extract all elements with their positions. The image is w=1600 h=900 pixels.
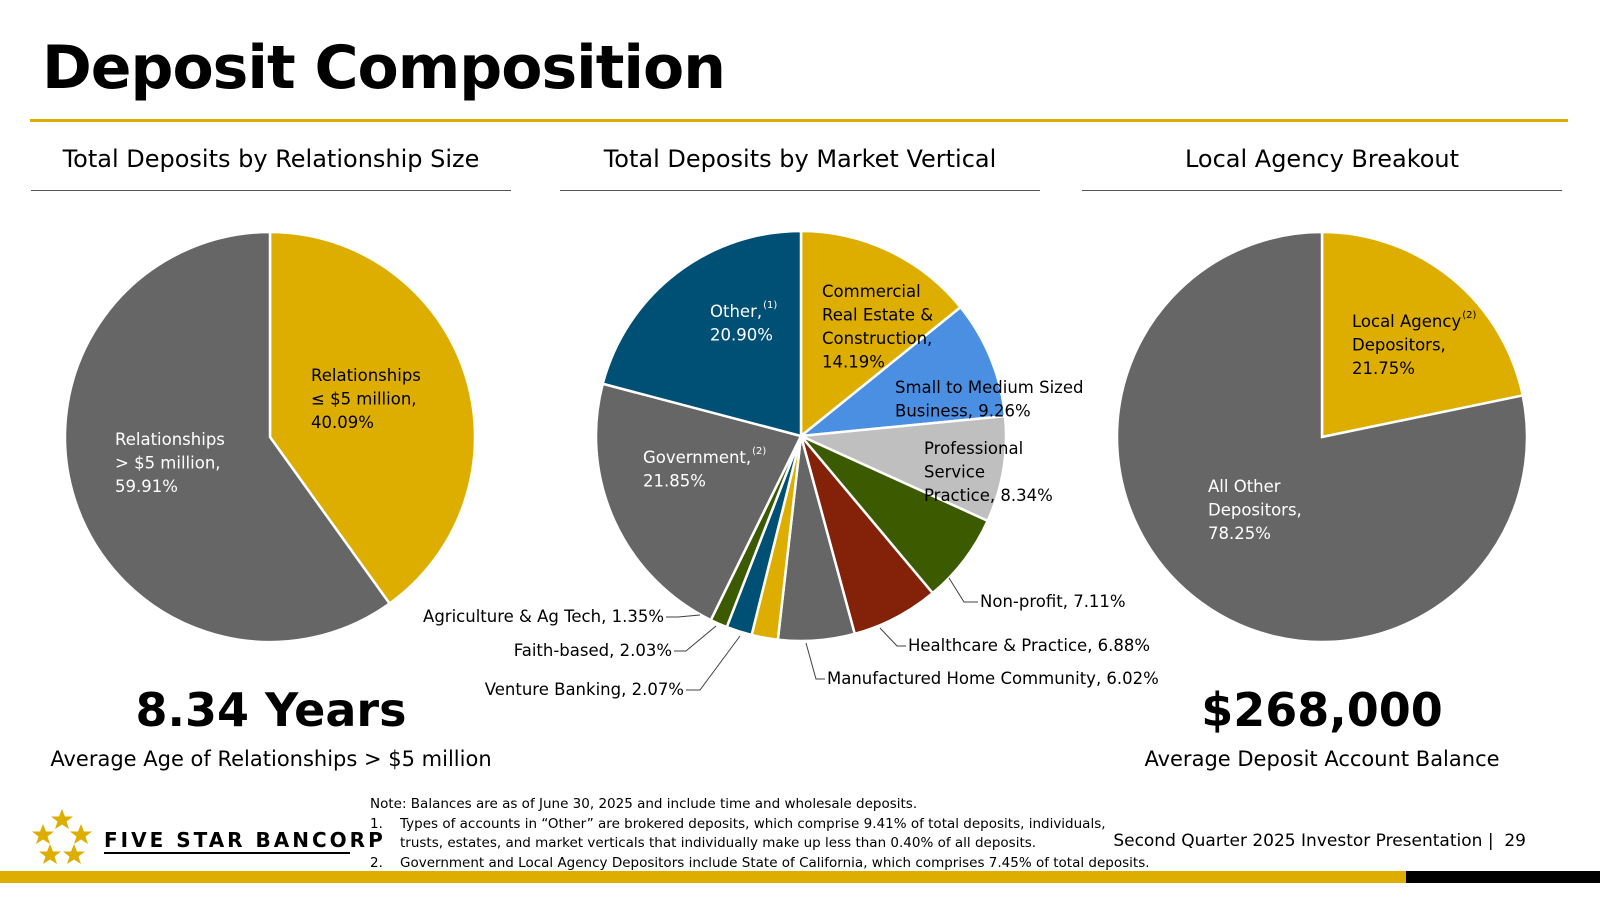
five-star-logo-icon (32, 809, 92, 864)
footer: Second Quarter 2025 Investor Presentatio… (1113, 831, 1526, 851)
pie2-leader-line (666, 614, 701, 618)
pie2-leader-line (674, 625, 717, 652)
pie2-leader-line (805, 642, 825, 680)
pie3-footnote-marker: (2) (1462, 310, 1476, 321)
avg-age-value: 8.34 Years (135, 683, 407, 737)
pie2-label-small-to-medium-sized-business-9-26: Small to Medium Sized Business, 9.26% (895, 378, 1083, 421)
pie2-leader-line (686, 635, 741, 691)
pie2-label-faith-based-2-03: Faith-based, 2.03% (514, 641, 672, 660)
pie2-slice-government-21-85 (594, 382, 803, 622)
pie3-slice-all-other-depositors-78-25 (1115, 230, 1529, 644)
pie2-label-non-profit-7-11: Non-profit, 7.11% (980, 592, 1126, 611)
logo-text: FIVE STAR BANCORP (104, 828, 386, 852)
pie2-slice-other-20-90 (601, 229, 803, 438)
logo-underline (104, 852, 350, 854)
pie2-label-agriculture-ag-tech-1-35: Agriculture & Ag Tech, 1.35% (423, 607, 664, 626)
header-relationship-size: Total Deposits by Relationship Size (62, 145, 480, 173)
pie2-slice-professional-service-practice-8-34 (796, 414, 1008, 523)
header-market-vertical: Total Deposits by Market Vertical (603, 145, 997, 173)
pie2-label-manufactured-home-community-6-02: Manufactured Home Community, 6.02% (827, 669, 1159, 688)
pie3-label-local-agency-depositors-21-75: Local Agency Depositors, 21.75% (1352, 312, 1461, 378)
page-title: Deposit Composition (42, 33, 726, 103)
note-2-text: Government and Local Agency Depositors i… (400, 854, 1150, 871)
pie2-footnote-marker: (2) (752, 446, 766, 457)
pie1-slice-relationships-5-million-59-91 (63, 230, 392, 644)
header-rule-middle (560, 190, 1040, 191)
pie1-label-relationships-5-million-59-91: Relationships > $5 million, 59.91% (115, 430, 225, 496)
footnotes: Note: Balances are as of June 30, 2025 a… (370, 795, 1150, 873)
pie2-leader-line (879, 627, 906, 647)
title-rule (30, 119, 1568, 122)
header-rule-right (1082, 190, 1562, 191)
pie2-label-commercial-real-estate-construction-14-19: Commercial Real Estate & Construction, 14.1… (822, 282, 933, 372)
avg-balance-value: $268,000 (1201, 683, 1443, 737)
pie2-label-government-21-85: Government, 21.85% (643, 448, 751, 491)
pie1-label-relationships-5-million-40-09: Relationships ≤ $5 million, 40.09% (311, 366, 421, 432)
pie2-slice-commercial-real-estate-construction-14-19 (799, 229, 963, 439)
note-intro: Note: Balances are as of June 30, 2025 a… (370, 796, 918, 812)
pie2-slice-small-to-medium-sized-business-9-26 (796, 305, 1007, 438)
page-number: 29 (1504, 831, 1526, 851)
pie1-slice-relationships-5-million-40-09 (268, 230, 477, 606)
footer-title: Second Quarter 2025 Investor Presentatio… (1113, 831, 1494, 851)
avg-balance-label: Average Deposit Account Balance (1144, 747, 1500, 771)
avg-age-label: Average Age of Relationships > $5 millio… (50, 747, 492, 771)
pie2-label-professional-service-practice-8-34: Professional Service Practice, 8.34% (924, 439, 1053, 505)
bottom-bar-black (1406, 871, 1600, 883)
note-2: 2. Government and Local Agency Depositor… (370, 854, 1150, 874)
pie3-label-all-other-depositors-78-25: All Other Depositors, 78.25% (1208, 477, 1302, 543)
pie2-label-other-20-90: Other, 20.90% (710, 302, 773, 345)
note-1: 1. Types of accounts in “Other” are brok… (370, 815, 1150, 854)
pie2-footnote-marker: (1) (763, 300, 777, 311)
note-1-text: Types of accounts in “Other” are brokere… (400, 815, 1106, 852)
bottom-bar-gold (0, 871, 1406, 883)
pie2-leader-line (948, 577, 978, 603)
pie2-label-healthcare-practice-6-88: Healthcare & Practice, 6.88% (908, 636, 1150, 655)
header-rule-left (31, 190, 511, 191)
header-local-agency: Local Agency Breakout (1184, 145, 1460, 173)
pie3-slice-local-agency-depositors-21-75 (1320, 230, 1525, 439)
note-1-number: 1. (370, 815, 383, 832)
note-2-number: 2. (370, 854, 383, 871)
pie2-label-venture-banking-2-07: Venture Banking, 2.07% (485, 680, 684, 699)
